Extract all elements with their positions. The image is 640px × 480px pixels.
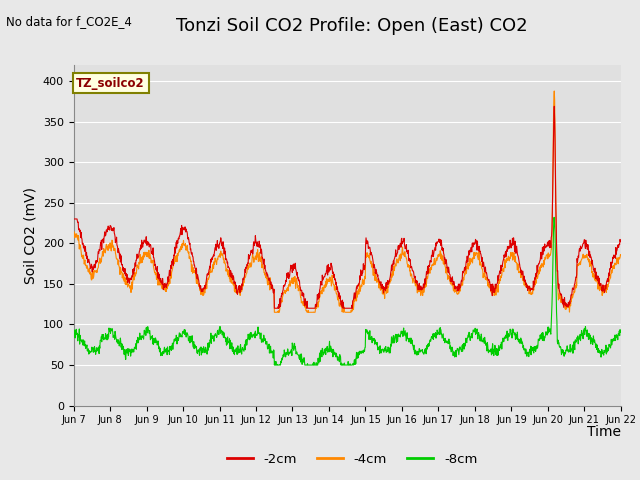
Line: -8cm: -8cm [74,217,621,365]
-2cm [617,238,625,244]
Line: -2cm: -2cm [74,106,621,308]
-4cm [553,249,561,255]
-8cm [191,344,199,349]
Text: Time: Time [587,425,621,439]
-8cm [178,334,186,340]
Text: TZ_soilco2: TZ_soilco2 [76,77,145,90]
-4cm [191,269,199,275]
Legend: -2cm, -4cm, -8cm: -2cm, -4cm, -8cm [221,447,483,471]
-2cm [550,103,558,109]
-8cm [504,337,512,343]
-8cm [70,334,77,340]
-4cm [271,310,278,315]
Y-axis label: Soil CO2 (mV): Soil CO2 (mV) [23,187,37,284]
-8cm [271,362,278,368]
-8cm [617,329,625,335]
-2cm [70,216,77,222]
-2cm [553,240,561,246]
-4cm [617,252,625,258]
-4cm [253,250,260,256]
-2cm [253,242,260,248]
-2cm [433,243,440,249]
-8cm [550,215,558,220]
-4cm [178,241,186,247]
-4cm [70,230,77,236]
-4cm [550,88,558,94]
-8cm [553,309,561,315]
-2cm [504,246,512,252]
Text: Tonzi Soil CO2 Profile: Open (East) CO2: Tonzi Soil CO2 Profile: Open (East) CO2 [176,17,528,35]
-2cm [271,305,278,311]
-4cm [433,255,440,261]
-8cm [253,333,260,338]
-8cm [433,334,440,339]
-4cm [504,257,512,263]
-2cm [178,232,186,238]
-2cm [191,266,199,272]
Text: No data for f_CO2E_4: No data for f_CO2E_4 [6,15,132,28]
Line: -4cm: -4cm [74,91,621,312]
